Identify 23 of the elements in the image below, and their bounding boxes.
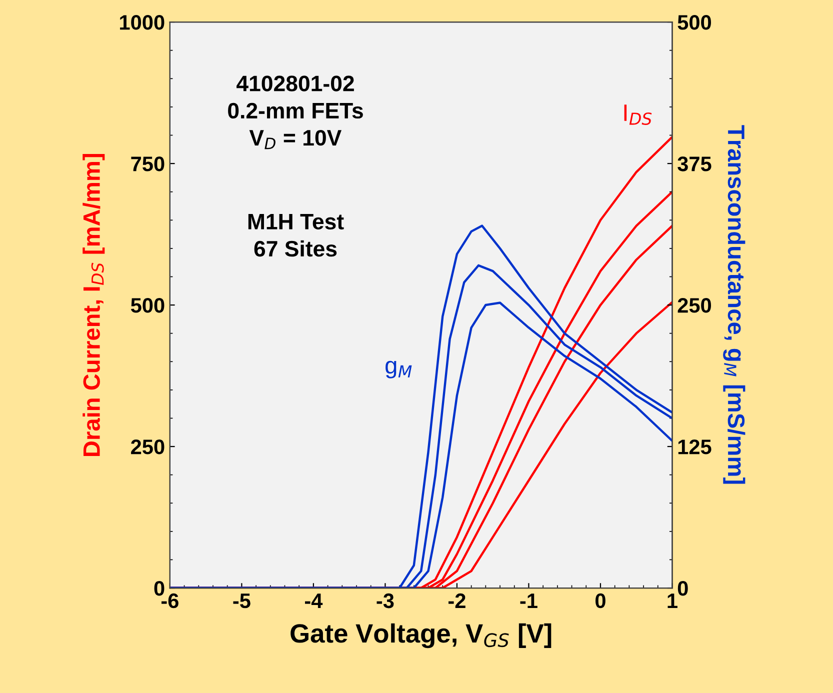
y2-tick-label: 500	[678, 15, 711, 30]
x-tick-label: 0	[596, 593, 606, 608]
y2-tick-label: 0	[678, 581, 688, 596]
x-tick-label: -4	[305, 594, 323, 608]
x-tick-label: -2	[448, 593, 466, 608]
x-tick-label: -5	[233, 594, 250, 608]
x-tick-label: -3	[376, 593, 394, 608]
annotation: M1H Test 67 Sites	[248, 214, 344, 257]
annotation: 4102801-02 0.2-mm FETs V$_{D}$ = 10V	[228, 76, 363, 150]
y-tick-label: 500	[130, 298, 164, 313]
x-tick-label: 1	[668, 594, 678, 608]
series-label: g$_{M}$	[386, 360, 412, 378]
series-label: I$_{DS}$	[624, 104, 652, 125]
x-axis-title: Gate Voltage, V$_{GS}$ [V]	[290, 623, 552, 648]
y2-tick-label: 250	[678, 298, 711, 313]
y-tick-label: 750	[131, 156, 164, 172]
y-tick-label: 1000	[120, 15, 164, 30]
x-tick-label: -1	[520, 594, 538, 608]
y2-tick-label: 125	[678, 440, 712, 454]
y-tick-label: 250	[131, 440, 164, 454]
y2-axis-title: Transconductance, g$_{M}$ [mS/mm]	[723, 125, 746, 484]
y-axis-title: Drain Current, I$_{DS}$ [mA/mm]	[82, 154, 105, 456]
y2-tick-label: 375	[678, 156, 712, 172]
